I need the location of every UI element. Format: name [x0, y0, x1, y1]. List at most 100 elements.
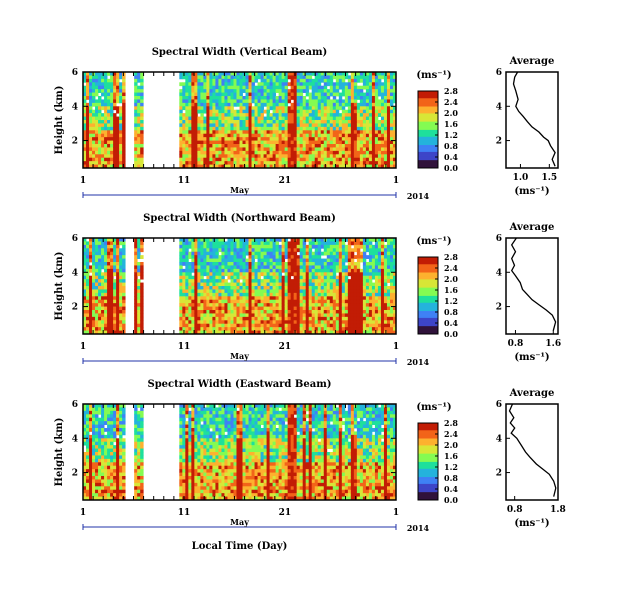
heatmap-cell	[365, 92, 370, 97]
heatmap-cell	[260, 82, 264, 87]
heatmap-cell	[284, 109, 289, 114]
heatmap-cell	[215, 102, 219, 107]
heatmap-cell	[194, 130, 198, 135]
heatmap-cell	[134, 282, 138, 287]
heatmap-cell	[344, 258, 349, 263]
heatmap-cell	[89, 289, 93, 294]
heatmap-cell	[221, 75, 225, 80]
heatmap-cell	[191, 299, 195, 304]
heatmap-cell	[356, 330, 361, 335]
heatmap-cell	[221, 96, 225, 100]
heatmap-cell	[293, 268, 298, 273]
heatmap-cell	[353, 161, 358, 165]
heatmap-cell	[338, 75, 343, 80]
heatmap-cell	[194, 137, 198, 141]
heatmap-cell	[185, 299, 189, 304]
heatmap-cell	[95, 82, 99, 87]
heatmap-cell	[386, 241, 391, 246]
heatmap-cell	[365, 255, 370, 259]
heatmap-cell	[230, 241, 234, 246]
heatmap-cell	[278, 92, 283, 97]
heatmap-cell	[89, 258, 93, 263]
heatmap-cell	[314, 327, 319, 331]
heatmap-cell	[83, 120, 87, 124]
heatmap-cell	[371, 258, 376, 263]
heatmap-cell	[110, 320, 114, 325]
heatmap-cell	[362, 310, 367, 314]
heatmap-cell	[368, 85, 373, 90]
heatmap-cell	[317, 85, 322, 90]
heatmap-cell	[242, 258, 246, 263]
heatmap-cell	[101, 310, 105, 314]
heatmap-cell	[290, 292, 295, 297]
heatmap-cell	[380, 140, 385, 145]
heatmap-cell	[314, 92, 319, 97]
heatmap-cell	[368, 275, 373, 280]
heatmap-cell	[101, 89, 105, 93]
heatmap-cell	[254, 78, 258, 83]
heatmap-cell	[344, 289, 349, 294]
heatmap-cell	[305, 292, 310, 297]
heatmap-cell	[230, 116, 234, 121]
heatmap-cell	[188, 102, 192, 107]
heatmap-cell	[338, 116, 343, 121]
heatmap-cell	[179, 296, 183, 301]
heatmap-cell	[179, 82, 183, 87]
heatmap-cell	[269, 116, 274, 121]
heatmap-cell	[197, 75, 201, 80]
heatmap-cell	[296, 286, 301, 290]
heatmap-cell	[293, 327, 298, 331]
heatmap-cell	[113, 89, 117, 93]
heatmap-cell	[101, 282, 105, 287]
heatmap-cell	[215, 161, 219, 165]
heatmap-cell	[218, 306, 222, 311]
heatmap-cell	[347, 238, 352, 242]
heatmap-cell	[377, 241, 382, 246]
heatmap-cell	[134, 303, 138, 307]
heatmap-cell	[356, 289, 361, 294]
heatmap-cell	[365, 85, 370, 90]
heatmap-cell	[203, 130, 207, 135]
heatmap-cell	[134, 96, 138, 100]
heatmap-cell	[278, 320, 283, 325]
heatmap-cell	[89, 130, 93, 135]
heatmap-cell	[179, 292, 183, 297]
heatmap-cell	[335, 330, 340, 335]
heatmap-cell	[338, 161, 343, 165]
heatmap-cell	[242, 99, 246, 104]
heatmap-cell	[137, 130, 141, 135]
heatmap-cell	[368, 120, 373, 124]
heatmap-cell	[278, 279, 283, 283]
heatmap-cell	[284, 316, 289, 321]
heatmap-cell	[209, 96, 213, 100]
heatmap-cell	[116, 330, 120, 335]
heatmap-cell	[203, 296, 207, 301]
heatmap-cell	[290, 310, 295, 314]
heatmap-cell	[359, 289, 364, 294]
heatmap-cell	[281, 282, 286, 287]
heatmap-cell	[188, 265, 192, 270]
heatmap-cell	[353, 150, 358, 155]
heatmap-cell	[245, 289, 249, 294]
heatmap-cell	[326, 299, 331, 304]
heatmap-cell	[218, 262, 222, 266]
heatmap-cell	[116, 238, 120, 242]
heatmap-cell	[140, 123, 144, 128]
heatmap-cell	[257, 75, 261, 80]
heatmap-cell	[374, 120, 379, 124]
heatmap-cell	[182, 133, 186, 138]
heatmap-cell	[110, 154, 114, 159]
heatmap-cell	[272, 248, 277, 253]
heatmap-cell	[377, 89, 382, 93]
heatmap-cell	[122, 275, 126, 280]
heatmap-cell	[191, 96, 195, 100]
heatmap-cell	[83, 279, 87, 283]
heatmap-cell	[116, 286, 120, 290]
heatmap-cell	[317, 133, 322, 138]
heatmap-cell	[278, 330, 283, 335]
heatmap-cell	[332, 262, 337, 266]
heatmap-cell	[263, 85, 267, 90]
heatmap-cell	[323, 320, 328, 325]
heatmap-cell	[92, 327, 96, 331]
heatmap-cell	[380, 99, 385, 104]
